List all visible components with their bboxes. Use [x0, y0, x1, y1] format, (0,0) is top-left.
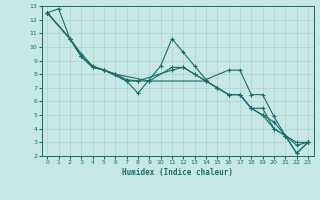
X-axis label: Humidex (Indice chaleur): Humidex (Indice chaleur)	[122, 168, 233, 177]
